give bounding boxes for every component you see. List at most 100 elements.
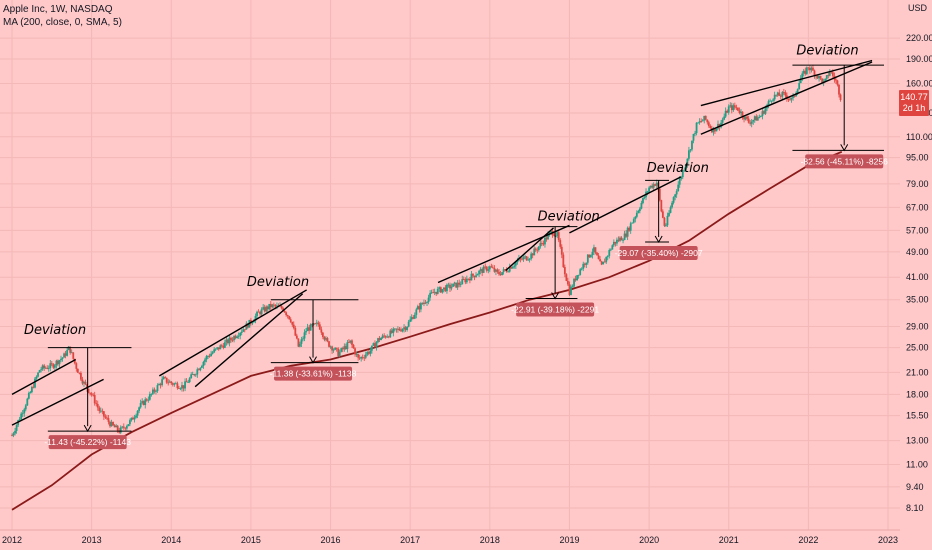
candle-body [450, 286, 453, 289]
trendline [158, 289, 308, 377]
candle-body [643, 197, 646, 199]
candle-body [669, 207, 672, 213]
candle-body [332, 349, 335, 351]
candle-body [478, 270, 480, 275]
candle-body [280, 305, 283, 309]
candle-body [793, 96, 796, 97]
moving-average-200 [11, 150, 843, 511]
price-axis[interactable]: 8.10 9.40 11.00 13.00 15.50 18.00 21.00 25.00 29… [906, 33, 932, 513]
candle-body [240, 331, 243, 333]
candle-body [343, 346, 346, 350]
candle-body [648, 187, 650, 192]
candle-body [763, 111, 765, 114]
candle-body [782, 92, 785, 93]
price-tick-label: 21.00 [906, 367, 929, 377]
candle-body [698, 121, 701, 123]
candle-body [387, 336, 390, 338]
candle-body [562, 254, 565, 268]
candle-body [455, 282, 458, 288]
candle-body [825, 75, 828, 79]
trendline [569, 176, 682, 234]
candle-body [37, 372, 39, 377]
candle-body [167, 382, 170, 384]
drawdown-measures[interactable]: -11.43 (-45.22%) -1143 -11.38 (-33.61%) -… [44, 64, 889, 450]
candle-body [207, 355, 209, 357]
candle-body [752, 119, 755, 122]
candle-body [404, 327, 407, 330]
candle-body [340, 348, 343, 352]
candle-body [178, 388, 180, 389]
candle-body [724, 110, 727, 117]
candle-body [251, 322, 254, 324]
measure-label-box [48, 435, 127, 450]
candle-body [447, 284, 450, 286]
candle-body [681, 170, 684, 178]
candle-body [544, 237, 546, 245]
candle-body [651, 185, 654, 188]
candle-body [318, 324, 321, 330]
candle-body [582, 263, 585, 269]
price-tick-label: 160.00 [906, 78, 932, 88]
candlestick-series [11, 64, 842, 438]
currency-label[interactable]: USD [907, 3, 927, 13]
candle-body [635, 212, 638, 217]
candle-body [58, 360, 61, 365]
candle-body [397, 328, 399, 330]
trendline [11, 358, 77, 395]
ma-200-line [11, 150, 843, 511]
candle-body [759, 116, 762, 117]
candle-body [530, 253, 533, 259]
candle-body [510, 267, 513, 269]
candle-body [769, 100, 771, 102]
candle-body [407, 321, 410, 327]
candle-body [182, 385, 185, 389]
candle-body [52, 364, 55, 368]
indicator-label[interactable]: MA (200, close, 0, SMA, 5) [3, 17, 122, 28]
candle-body [400, 330, 402, 332]
candle-body [632, 219, 635, 223]
candle-body [749, 122, 752, 124]
candle-body [291, 321, 294, 325]
candle-body [692, 133, 695, 141]
candle-body [801, 73, 804, 79]
price-tick-label: 29.00 [906, 321, 929, 331]
candle-body [35, 376, 38, 379]
candle-body [567, 280, 569, 285]
candle-body [612, 241, 615, 246]
measure-label-text: -82.56 (-45.11%) -8256 [801, 156, 889, 166]
year-tick-label: 2017 [400, 535, 420, 545]
candle-body [839, 94, 842, 101]
candle-body [706, 119, 709, 123]
candle-body [488, 266, 491, 270]
candle-body [208, 355, 211, 357]
measure-label-box [619, 246, 698, 261]
candle-body [680, 177, 683, 179]
candle-body [384, 336, 387, 338]
candle-body [776, 92, 779, 96]
candle-body [714, 128, 716, 132]
candle-body [89, 392, 92, 394]
year-tick-label: 2018 [480, 535, 500, 545]
candle-body [459, 284, 462, 286]
candle-body [617, 239, 620, 241]
candle-body [372, 343, 375, 346]
candle-body [828, 71, 831, 76]
candle-body [423, 302, 425, 304]
candle-body [467, 278, 470, 280]
candle-body [787, 98, 790, 100]
candle-body [260, 309, 263, 315]
time-axis[interactable]: 2012 2013 2014 2015 2016 2017 2018 2019 2020 2021… [0, 529, 900, 545]
candle-body [196, 369, 199, 375]
measure-label-box [274, 366, 353, 381]
candle-body [753, 116, 756, 120]
symbol-title[interactable]: Apple Inc, 1W, NASDAQ [3, 4, 113, 15]
measure-arrow-head [83, 424, 92, 433]
candle-body [20, 413, 23, 420]
candle-body [61, 357, 64, 359]
candle-body [286, 314, 289, 317]
trendlines[interactable] [11, 59, 873, 426]
candle-body [110, 422, 113, 427]
candle-body [210, 353, 212, 357]
candle-body [374, 343, 376, 348]
